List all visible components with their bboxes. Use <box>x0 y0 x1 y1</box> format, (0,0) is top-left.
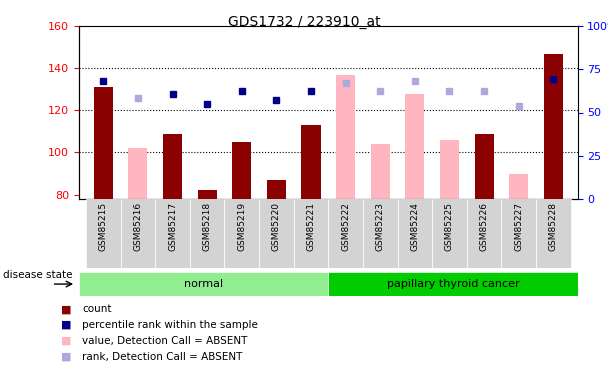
Text: value, Detection Call = ABSENT: value, Detection Call = ABSENT <box>82 336 247 346</box>
Bar <box>79 272 328 296</box>
Bar <box>467 199 502 268</box>
Text: GSM85216: GSM85216 <box>133 202 142 251</box>
Bar <box>190 199 224 268</box>
Bar <box>259 199 294 268</box>
Bar <box>86 199 120 268</box>
Bar <box>198 190 216 199</box>
Text: GSM85228: GSM85228 <box>549 202 558 251</box>
Bar <box>128 148 147 199</box>
Bar <box>336 75 355 199</box>
Text: GSM85218: GSM85218 <box>202 202 212 251</box>
Text: GSM85226: GSM85226 <box>480 202 489 251</box>
Text: ■: ■ <box>61 320 71 330</box>
Bar <box>94 87 113 199</box>
Text: ■: ■ <box>61 336 71 346</box>
Text: GSM85217: GSM85217 <box>168 202 177 251</box>
Text: papillary thyroid cancer: papillary thyroid cancer <box>387 279 519 289</box>
Bar <box>302 125 320 199</box>
Bar <box>155 199 190 268</box>
Bar <box>371 144 390 199</box>
Text: percentile rank within the sample: percentile rank within the sample <box>82 320 258 330</box>
Bar <box>544 54 563 199</box>
Text: disease state: disease state <box>3 270 72 280</box>
Text: rank, Detection Call = ABSENT: rank, Detection Call = ABSENT <box>82 352 243 362</box>
Bar <box>440 140 459 199</box>
Bar <box>475 134 494 199</box>
Bar <box>224 199 259 268</box>
Bar <box>232 142 251 199</box>
Bar <box>120 199 155 268</box>
Text: GSM85220: GSM85220 <box>272 202 281 251</box>
Text: GSM85224: GSM85224 <box>410 202 420 251</box>
Text: ■: ■ <box>61 352 71 362</box>
Text: GSM85222: GSM85222 <box>341 202 350 251</box>
Text: GSM85227: GSM85227 <box>514 202 523 251</box>
Bar <box>294 199 328 268</box>
Bar <box>502 199 536 268</box>
Bar <box>536 199 571 268</box>
Text: GSM85215: GSM85215 <box>98 202 108 251</box>
Text: normal: normal <box>184 279 223 289</box>
Bar <box>267 180 286 199</box>
Bar <box>398 199 432 268</box>
Text: GSM85221: GSM85221 <box>306 202 316 251</box>
Text: GSM85219: GSM85219 <box>237 202 246 251</box>
Text: GDS1732 / 223910_at: GDS1732 / 223910_at <box>227 15 381 29</box>
Text: GSM85223: GSM85223 <box>376 202 385 251</box>
Text: GSM85225: GSM85225 <box>445 202 454 251</box>
Text: count: count <box>82 304 112 314</box>
Bar <box>163 134 182 199</box>
Bar <box>363 199 398 268</box>
Bar <box>406 94 424 199</box>
Bar <box>510 174 528 199</box>
Bar <box>432 199 467 268</box>
Bar <box>328 199 363 268</box>
Text: ■: ■ <box>61 304 71 314</box>
Bar <box>328 272 578 296</box>
